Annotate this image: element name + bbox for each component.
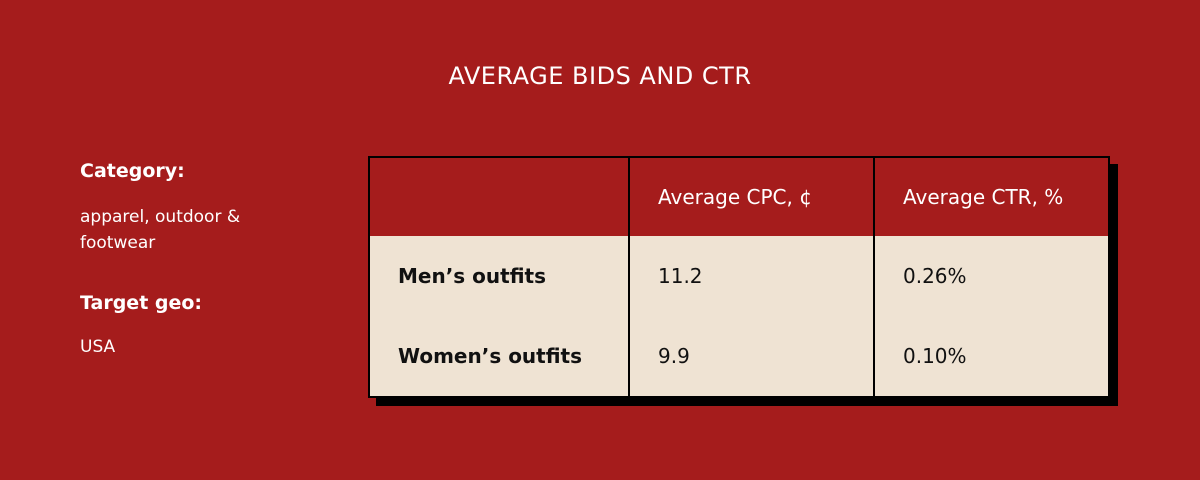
geo-label: Target geo: xyxy=(80,292,203,314)
title: AVERAGE BIDS AND CTR xyxy=(448,62,752,90)
table: Average CPC, ¢ Average CTR, % Men’s outf… xyxy=(368,156,1110,398)
cell: 9.9 xyxy=(628,315,874,397)
header-cell: Average CPC, ¢ xyxy=(628,157,874,236)
category-value: apparel, outdoor & footwear xyxy=(80,207,241,253)
cell: Women’s outfits xyxy=(369,315,629,397)
cell: Men’s outfits xyxy=(369,235,629,316)
header-row: Average CPC, ¢ Average CTR, % xyxy=(369,157,1109,236)
category-label: Category: xyxy=(80,160,185,182)
cell: 0.26% xyxy=(873,235,1109,316)
row: Men’s outfits 11.2 0.26% xyxy=(369,235,1109,316)
cell: 11.2 xyxy=(628,235,874,316)
cell: 0.10% xyxy=(873,315,1109,397)
geo-value: USA xyxy=(80,337,116,357)
header-cell xyxy=(369,157,629,236)
header-cell: Average CTR, % xyxy=(873,157,1109,236)
row: Women’s outfits 9.9 0.10% xyxy=(369,315,1109,397)
